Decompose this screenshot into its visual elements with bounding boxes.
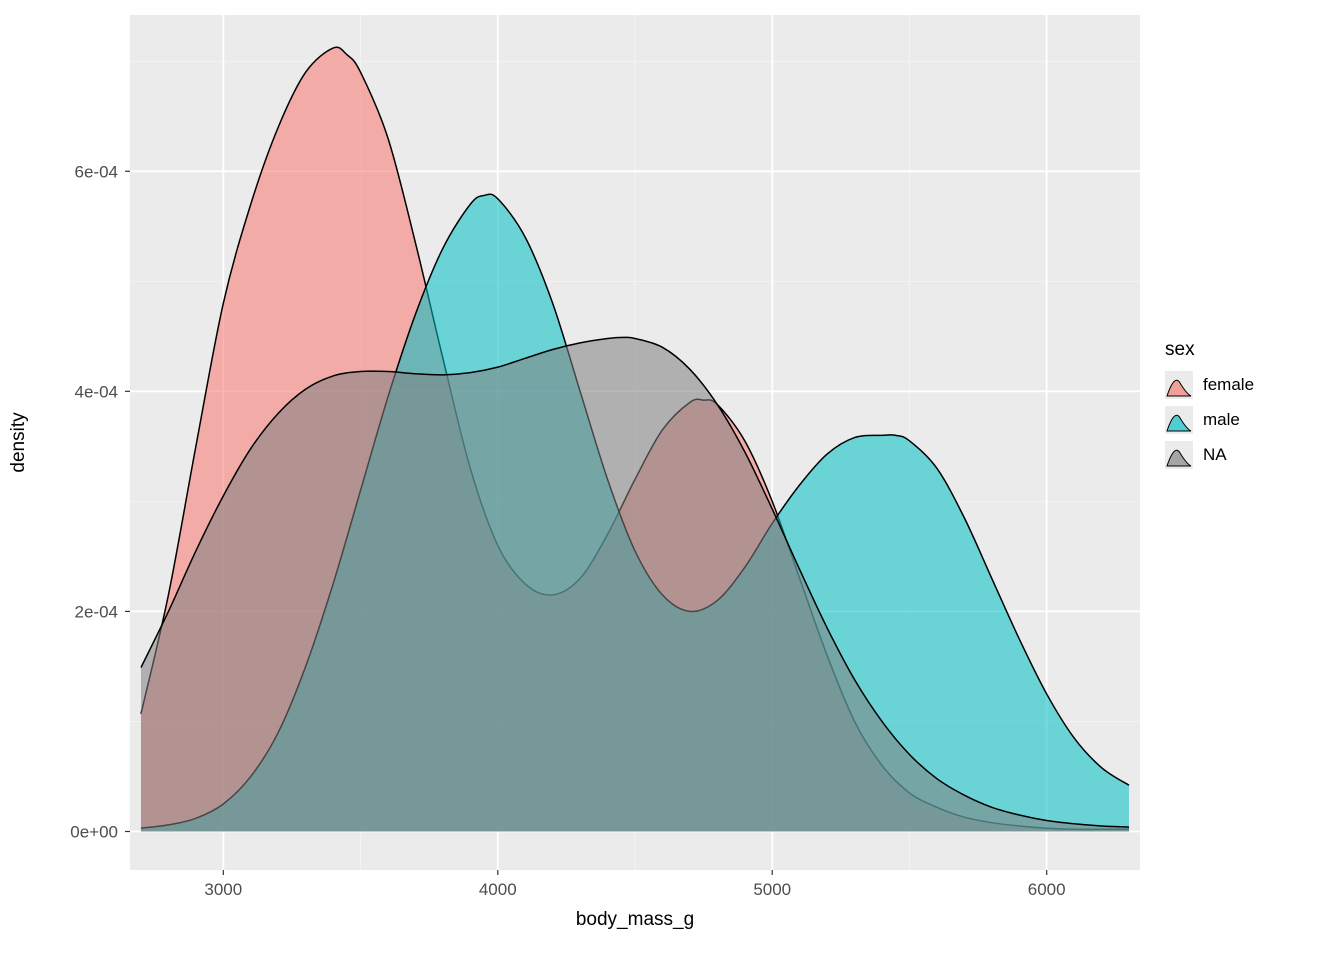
legend-label: male — [1203, 410, 1240, 429]
legend-title: sex — [1165, 339, 1195, 360]
legend: sex female male NA — [1165, 339, 1254, 469]
y-tick-label: 0e+00 — [70, 822, 118, 841]
x-tick-label: 4000 — [479, 880, 517, 899]
density-chart: 3000 4000 5000 6000 body_mass_g 0e+00 2e-04 4e-… — [0, 0, 1344, 960]
x-tick-label: 3000 — [204, 880, 242, 899]
y-tick-label: 6e-04 — [75, 162, 118, 181]
legend-label: female — [1203, 375, 1254, 394]
x-tick-label: 5000 — [753, 880, 791, 899]
y-tick-label: 4e-04 — [75, 382, 118, 401]
legend-label: NA — [1203, 445, 1227, 464]
chart-container: 3000 4000 5000 6000 body_mass_g 0e+00 2e-04 4e-… — [0, 0, 1344, 960]
x-tick-label: 6000 — [1028, 880, 1066, 899]
y-axis-title: density — [8, 412, 29, 473]
y-tick-label: 2e-04 — [75, 602, 118, 621]
x-axis-title: body_mass_g — [576, 909, 694, 930]
